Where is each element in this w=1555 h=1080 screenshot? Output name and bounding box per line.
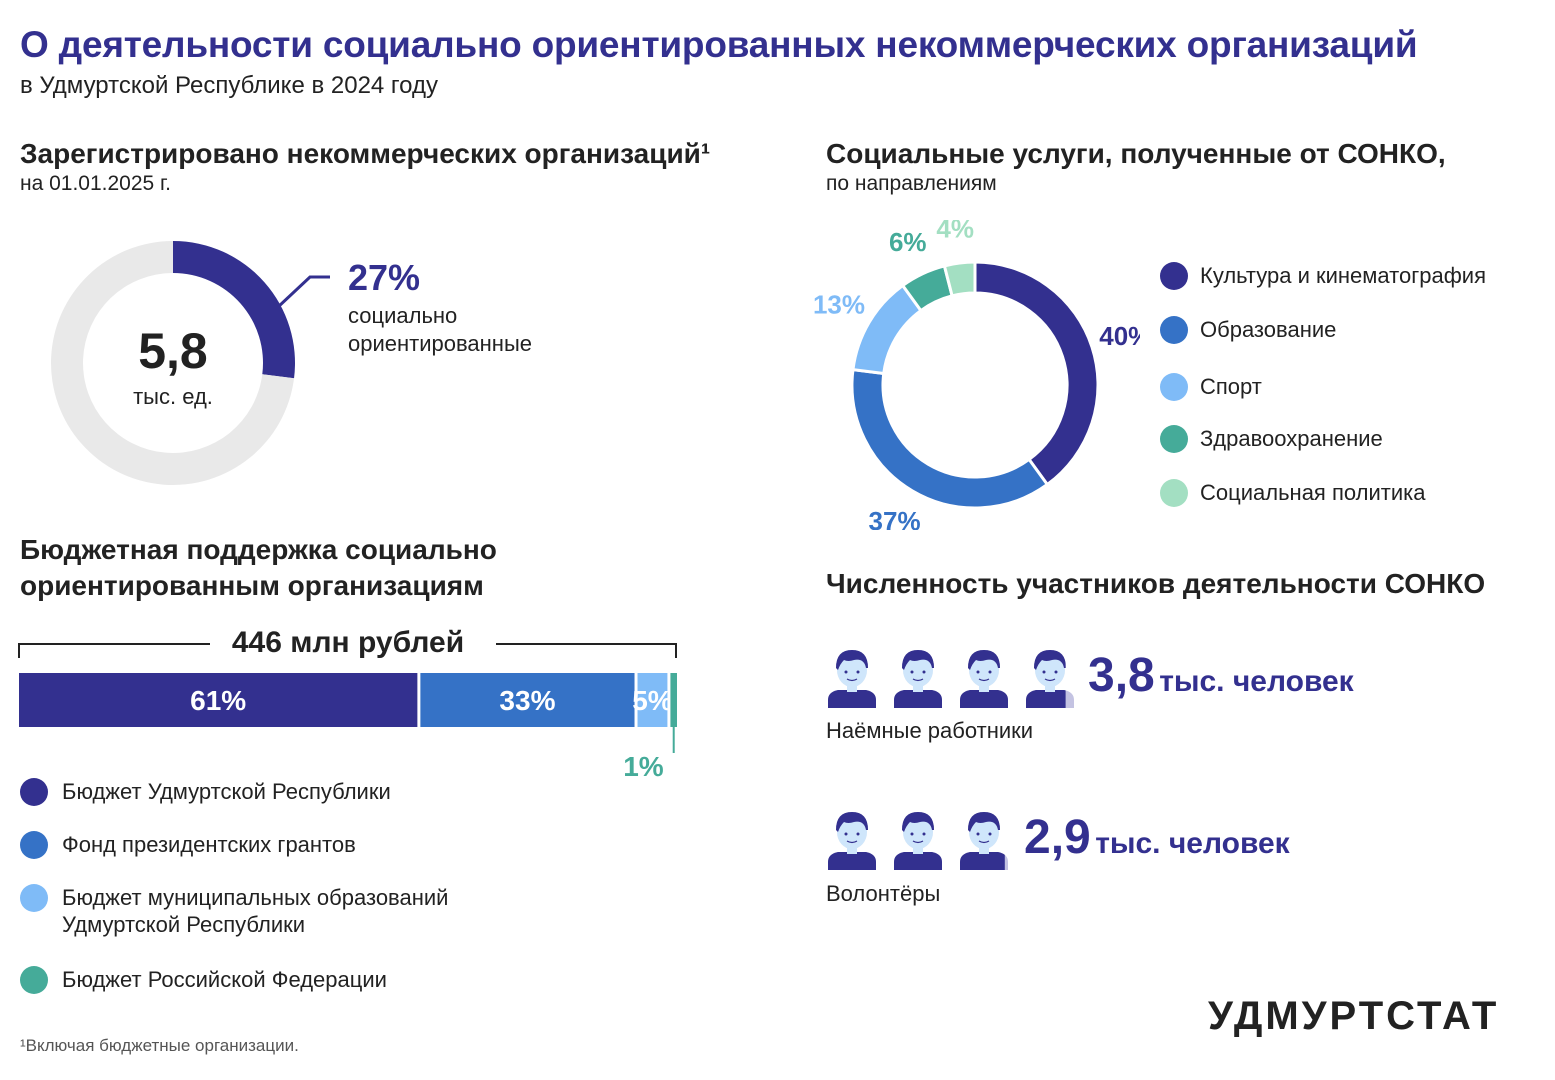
volunteers-unit: тыс. человек [1095,827,1290,860]
legend-dot-icon [1160,316,1188,344]
participants-title: Численность участников деятельности СОНК… [826,568,1486,599]
registered-donut-chart [51,241,330,485]
services-subtitle: по направлениям [826,172,997,195]
legend-label: Здравоохранение [1200,426,1383,451]
person-icon [828,812,876,870]
registered-title: Зарегистрировано некоммерческих организа… [20,138,711,169]
budget-bar-label-2: 5% [632,685,673,716]
registered-slice-0 [173,241,295,379]
services-legend: Культура и кинематография Образование Спор… [1160,262,1486,533]
employees-icons [826,642,1076,708]
legend-label: Спорт [1200,374,1262,399]
budget-bar-segment-3 [670,673,677,727]
budget-bar-segment-2 [637,673,668,727]
services-legend-item: Социальная политика [1160,479,1486,533]
legend-dot-icon [20,778,48,806]
services-slice-0 [973,260,1100,487]
budget-total: 446 млн рублей [231,626,465,659]
page-title: О деятельности социально ориентированных… [20,24,1418,65]
employees-value: 3,8 [1088,649,1155,702]
page-subtitle: в Удмуртской Республике в 2024 году [20,72,438,99]
volunteers-value: 2,9 [1024,811,1091,864]
person-icon [894,812,942,870]
registered-subtitle: на 01.01.2025 г. [20,172,171,195]
legend-label: Культура и кинематография [1200,263,1487,288]
total-bracket [18,643,677,658]
legend-label: Бюджет Российской Федерации [62,967,387,992]
share-pct: 27% [348,257,421,298]
legend-dot-icon [1160,373,1188,401]
legend-label: Социальная политика [1200,480,1426,505]
employees-stat: 3,8 тыс. человек [1088,648,1354,703]
share-label-2: ориентированные [348,331,533,356]
services-slice-label-0: 40% [1099,321,1140,351]
person-icon [894,650,942,708]
budget-bar-segment-1 [420,673,635,727]
employees-caption: Наёмные работники [826,718,1034,743]
person-icon [828,650,876,708]
budget-bar-label-3: 1% [623,751,664,782]
services-slice-label-4: 4% [936,220,974,243]
person-icon [960,650,1008,708]
services-legend-item: Культура и кинематография [1160,262,1486,316]
legend-dot-icon [1160,479,1188,507]
share-label-1: социально [348,303,458,328]
services-donut-chart: 40% 37% 13% 6% 4% [813,220,1140,530]
person-icon [960,812,1008,870]
services-title: Социальные услуги, полученные от СОНКО, [826,138,1446,169]
legend-dot-icon [20,966,48,994]
legend-label: Фонд президентских грантов [62,832,356,857]
callout-line [276,275,330,309]
legend-label: Образование [1200,317,1337,342]
services-legend-item: Здравоохранение [1160,425,1486,479]
employees-unit: тыс. человек [1159,665,1354,698]
registered-total-unit: тыс. ед. [133,384,213,409]
legend-label: Бюджет Удмуртской Республики [62,779,391,804]
person-icon [1026,650,1074,708]
services-slice-label-2: 13% [813,290,865,320]
budget-legend-item: Фонд президентских грантов [20,831,448,884]
services-slice-label-1: 37% [869,506,921,530]
budget-title-1: Бюджетная поддержка социально [20,534,497,565]
legend-dot-icon [1160,262,1188,290]
budget-bar-label-0: 61% [190,685,246,716]
services-legend-item: Спорт [1160,373,1486,425]
legend-label: Бюджет муниципальных образований [62,885,449,910]
budget-legend: Бюджет Удмуртской Республики Фонд президе… [20,778,448,1019]
budget-stacked-bar: 61% 33% 5% 1% [18,643,677,782]
services-slice-label-3: 6% [889,227,927,257]
budget-legend-item: Бюджет Российской Федерации [20,966,448,1019]
services-slice-1 [850,367,1050,510]
legend-dot-icon [20,831,48,859]
registered-total-value: 5,8 [138,323,208,379]
budget-title-2: ориентированным организациям [20,570,484,601]
volunteers-caption: Волонтёры [826,881,941,906]
legend-label-line2: Удмуртской Республики [62,912,306,937]
budget-bar-segment-0 [19,673,418,727]
rosstat-logo: УДМУРТСТАТ [1208,994,1500,1038]
budget-legend-item: Бюджет Удмуртской Республики [20,778,448,831]
legend-dot-icon [20,884,48,912]
services-legend-item: Образование [1160,316,1486,373]
services-slice-4 [942,260,977,298]
volunteers-stat: 2,9 тыс. человек [1024,810,1290,865]
footnote: ¹Включая бюджетные организации. [20,1036,299,1055]
legend-dot-icon [1160,425,1188,453]
budget-bar-label-1: 33% [499,685,555,716]
volunteers-icons [826,804,1010,870]
budget-legend-item: Бюджет муниципальных образований Удмуртск… [20,884,448,966]
